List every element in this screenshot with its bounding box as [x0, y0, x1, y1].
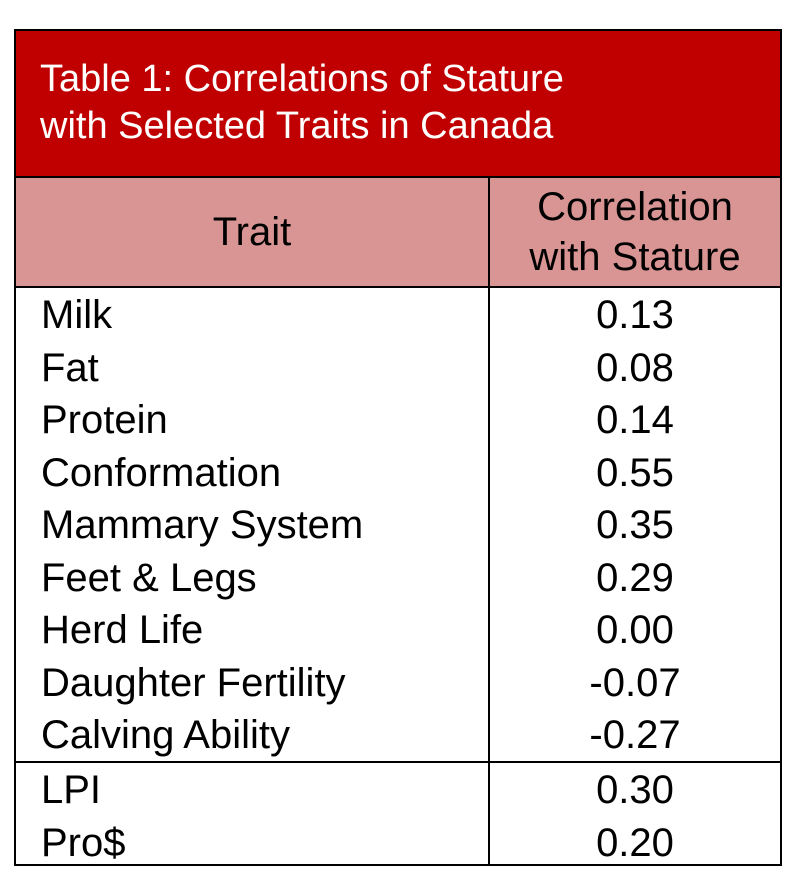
- trait-cell: LPI: [41, 768, 102, 812]
- correlation-cell: 0.14: [596, 398, 674, 442]
- header-trait: Trait: [212, 209, 292, 254]
- table-title: Table 1: Correlations of Stature with Se…: [40, 56, 770, 150]
- table-row: Daughter Fertility -0.07: [16, 656, 780, 709]
- header-correlation-line-1: Correlation: [537, 185, 733, 229]
- table-title-line-1: Table 1: Correlations of Stature: [40, 58, 564, 100]
- table-row: Calving Ability -0.27: [16, 708, 780, 761]
- header-correlation-line-2: with Stature: [529, 235, 741, 279]
- index-rows-group: LPI 0.30 Pro$ 0.20: [16, 761, 780, 868]
- trait-cell: Herd Life: [41, 608, 204, 652]
- trait-cell: Fat: [41, 345, 99, 390]
- trait-cell: Protein: [41, 398, 168, 442]
- table-row: Milk 0.13: [16, 288, 780, 341]
- correlation-cell: 0.13: [596, 293, 674, 337]
- correlation-cell: 0.29: [596, 555, 674, 600]
- trait-cell: Conformation: [41, 450, 282, 495]
- table-title-line-2: with Selected Traits in Canada: [40, 105, 554, 147]
- correlation-cell: 0.00: [596, 608, 674, 652]
- correlation-cell: -0.07: [589, 660, 681, 705]
- trait-cell: Daughter Fertility: [41, 660, 346, 705]
- correlation-cell: -0.27: [589, 713, 681, 757]
- table-header-row: Trait Correlation with Stature: [16, 178, 780, 288]
- table-row: Pro$ 0.20: [16, 816, 780, 869]
- trait-cell: Calving Ability: [41, 713, 291, 757]
- trait-cell: Feet & Legs: [41, 555, 257, 600]
- correlation-cell: 0.20: [596, 820, 674, 865]
- header-correlation: Correlation with Stature: [490, 178, 780, 286]
- correlation-cell: 0.08: [596, 345, 674, 390]
- table-row: Protein 0.14: [16, 393, 780, 446]
- correlation-cell: 0.30: [596, 768, 674, 812]
- table-row: LPI 0.30: [16, 763, 780, 816]
- table-row: Fat 0.08: [16, 341, 780, 394]
- column-divider: [488, 178, 490, 866]
- trait-cell: Pro$: [41, 820, 126, 865]
- correlation-table: Table 1: Correlations of Stature with Se…: [14, 29, 782, 866]
- table-row: Feet & Legs 0.29: [16, 551, 780, 604]
- trait-cell: Milk: [41, 293, 113, 337]
- table-row: Conformation 0.55: [16, 446, 780, 499]
- table-title-bar: Table 1: Correlations of Stature with Se…: [16, 31, 780, 178]
- trait-rows-group: Milk 0.13 Fat 0.08 Protein 0.14 Conforma…: [16, 288, 780, 761]
- correlation-cell: 0.55: [596, 450, 674, 495]
- table-row: Mammary System 0.35: [16, 498, 780, 551]
- table-row: Herd Life 0.00: [16, 603, 780, 656]
- trait-cell: Mammary System: [41, 503, 364, 547]
- correlation-cell: 0.35: [596, 503, 674, 547]
